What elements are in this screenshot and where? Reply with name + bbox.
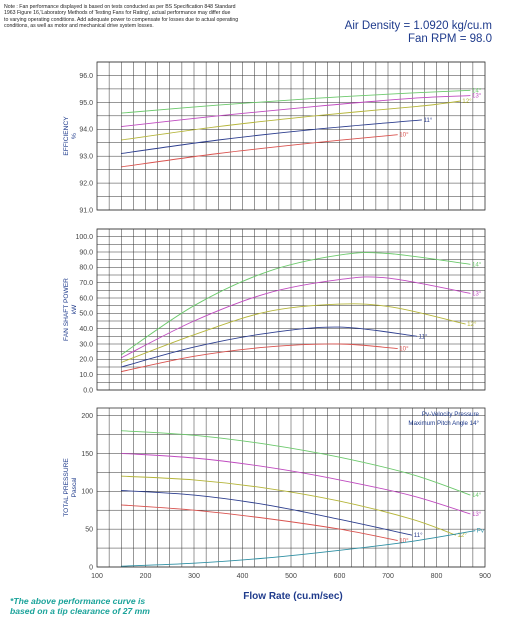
fan-rpm-label: Fan RPM = 98.0 [407,33,492,45]
series-line-13deg [121,95,471,128]
series-label: 14° [472,261,482,268]
y-tick-label: 94.0 [79,127,93,134]
series-label: 12° [467,321,477,328]
y-tick-label: 92.0 [79,180,93,187]
series-label: 13° [472,93,482,100]
tip-clearance-footnote: *The above performance curve is based on… [10,596,150,616]
series-line-12deg [121,475,457,536]
series-line-12deg [121,100,461,141]
chart-annotation: Pv-Velocity Pressure [422,411,480,418]
y-tick-label: 91.0 [79,207,93,214]
series-line-14deg [121,252,471,356]
series-line-12deg [121,303,466,363]
series-label: 13° [472,511,482,518]
series-label: 14° [472,492,482,499]
y-tick-label: 90.0 [79,249,93,256]
series-line-11deg [121,490,413,536]
x-tick-label: 600 [334,573,346,580]
y-tick-label: 100.0 [75,234,93,241]
y-tick-label: 50.0 [79,311,93,318]
series-label: 11° [414,532,423,539]
series-label: 13° [472,290,482,297]
performance-note: Note : Fan performance displayed is base… [4,4,239,29]
series-line-11deg [121,119,422,154]
series-line-13deg [121,452,471,515]
y-tick-label: 60.0 [79,295,93,302]
x-axis-label: Flow Rate (cu.m/sec) [243,591,343,602]
y-tick-label: 20.0 [79,357,93,364]
y-tick-label: 96.0 [79,73,93,80]
series-label: 11° [419,333,428,340]
series-label: 14° [472,87,482,94]
air-density-label: Air Density = 1.0920 kg/cu.m [344,20,492,32]
y-tick-label: 0 [89,564,93,571]
y-tick-label: 200 [81,413,93,420]
x-tick-label: 300 [188,573,200,580]
y-tick-label: 40.0 [79,326,93,333]
series-line-10deg [121,343,398,373]
x-tick-label: 200 [140,573,152,580]
series-line-10deg [121,504,398,541]
x-tick-label: 900 [479,573,491,580]
x-tick-label: 400 [237,573,249,580]
series-line-14deg [121,89,471,114]
y-tick-label: 30.0 [79,341,93,348]
y-tick-label: 95.0 [79,100,93,107]
y-tick-label: 0.0 [83,387,93,394]
y-tick-label: 93.0 [79,154,93,161]
series-line-13deg [121,276,471,359]
y-tick-label: 80.0 [79,265,93,272]
series-line-14deg [121,430,471,496]
series-line-11deg [121,326,418,368]
series-line-Pv [121,530,476,567]
y-tick-label: 100 [81,489,93,496]
y-tick-label: 70.0 [79,280,93,287]
series-label: 12° [462,98,472,105]
series-label: 10° [399,538,409,545]
y-tick-label: 50 [85,527,93,534]
x-tick-label: 700 [382,573,394,580]
y-tick-label: 150 [81,451,93,458]
y-axis-label: EFFICIENCY% [63,116,78,156]
y-axis-label: TOTAL PRESSUREPascal [63,458,78,517]
y-axis-label: FAN SHAFT POWERkW [63,278,78,341]
x-tick-label: 100 [91,573,103,580]
series-label: 12° [457,532,467,539]
series-line-10deg [121,134,398,168]
series-label: 11° [423,117,432,124]
series-label: 10° [399,346,409,353]
chart-annotation: Maximum Pitch Angle 14° [408,420,479,427]
y-tick-label: 10.0 [79,372,93,379]
x-tick-label: 800 [431,573,443,580]
series-label: Pv [477,528,485,535]
x-tick-label: 500 [285,573,297,580]
series-label: 10° [399,132,409,139]
